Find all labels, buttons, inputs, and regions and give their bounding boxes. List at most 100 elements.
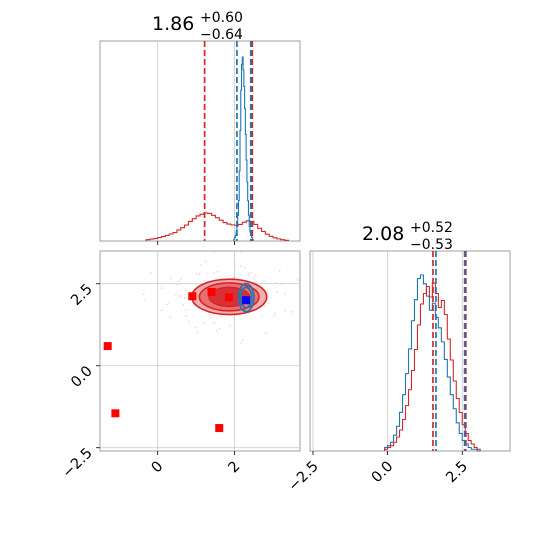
scatter-point xyxy=(184,315,187,317)
scatter-point xyxy=(183,296,186,299)
scatter-point xyxy=(143,299,146,302)
scatter-point xyxy=(195,273,198,276)
scatter-point xyxy=(276,291,279,294)
scatter-point xyxy=(184,288,187,291)
blue-histogram-1 xyxy=(233,56,254,241)
scatter-point xyxy=(179,295,182,298)
scatter-point xyxy=(297,279,300,281)
scatter-point xyxy=(213,250,216,253)
red-marker xyxy=(111,409,120,418)
red-marker xyxy=(207,287,216,296)
scatter-point xyxy=(240,251,243,253)
title-1-minus: −0.64 xyxy=(200,27,243,43)
y-tick-label: 2.5 xyxy=(68,281,96,309)
scatter-point xyxy=(169,277,172,280)
scatter-point xyxy=(273,314,276,317)
panel-frame xyxy=(309,250,511,452)
x-tick-label: −2.5 xyxy=(286,459,322,495)
scatter-point xyxy=(165,303,168,306)
title-2: 2.08 +0.52 −0.53 xyxy=(362,220,453,253)
scatter-point xyxy=(194,326,197,329)
blue-marker xyxy=(242,296,251,305)
scatter-point xyxy=(265,332,267,335)
scatter-point xyxy=(218,327,221,330)
scatter-point xyxy=(213,272,216,274)
scatter-point xyxy=(175,283,178,286)
scatter-point xyxy=(169,316,172,319)
blue-histogram-2 xyxy=(384,274,481,452)
x-tick-label: 0.0 xyxy=(369,459,397,487)
marginal-panel-1 xyxy=(99,40,301,242)
scatter-point xyxy=(209,314,212,317)
scatter-point xyxy=(161,287,163,290)
marginal-panel-2 xyxy=(309,250,511,452)
scatter-point xyxy=(167,301,170,304)
panel-frame xyxy=(99,250,301,452)
scatter-point xyxy=(202,280,205,282)
x-tick-label: 0 xyxy=(149,459,167,477)
scatter-point xyxy=(241,339,244,341)
scatter-point xyxy=(247,272,250,275)
red-marker xyxy=(103,342,112,351)
scatter-point xyxy=(229,324,231,327)
scatter-point xyxy=(274,312,277,315)
scatter-point xyxy=(233,262,236,264)
red-marker xyxy=(224,293,233,302)
x-tick-label: 2 xyxy=(226,459,244,477)
scatter-point xyxy=(196,331,199,334)
scatter-point xyxy=(284,292,287,295)
blue-contour xyxy=(239,286,253,309)
scatter-point xyxy=(284,310,287,312)
scatter-point xyxy=(252,276,255,279)
scatter-point xyxy=(184,309,187,312)
scatter-point xyxy=(200,264,202,266)
scatter-point xyxy=(274,282,277,284)
scatter-point xyxy=(254,274,257,277)
scatter-point xyxy=(142,293,145,296)
scatter-point xyxy=(206,272,209,275)
scatter-point xyxy=(215,329,218,332)
scatter-point xyxy=(280,282,283,285)
title-2-median: 2.08 xyxy=(362,223,404,245)
scatter-point xyxy=(213,321,215,324)
scatter-point xyxy=(198,272,201,275)
scatter-point xyxy=(267,302,270,305)
scatter-point xyxy=(244,266,247,269)
red-marker xyxy=(215,424,224,433)
scatter-point xyxy=(180,278,183,280)
scatter-point xyxy=(234,265,236,268)
title-1: 1.86 +0.60 −0.64 xyxy=(152,10,243,43)
scatter-point xyxy=(220,316,223,318)
scatter-point xyxy=(216,270,219,273)
scatter-point xyxy=(187,320,190,323)
scatter-point xyxy=(247,274,250,277)
title-1-plus: +0.60 xyxy=(200,10,243,26)
scatter-point xyxy=(239,265,242,268)
scatter-point xyxy=(177,280,180,283)
blue-contour xyxy=(237,282,255,313)
panel-frame xyxy=(99,40,301,242)
scatter-point xyxy=(210,316,212,319)
scatter-point xyxy=(233,276,236,279)
joint-panel xyxy=(99,250,301,452)
scatter-point xyxy=(204,260,207,263)
scatter-point xyxy=(263,280,265,283)
scatter-point xyxy=(240,342,243,345)
red-marker xyxy=(188,292,197,301)
scatter-point xyxy=(179,282,182,285)
y-tick-label: −2.5 xyxy=(60,445,96,481)
y-tick-label: 0.0 xyxy=(68,363,96,391)
scatter-point xyxy=(203,321,206,324)
red-histogram-1 xyxy=(145,212,290,241)
scatter-point xyxy=(278,270,281,272)
scatter-point xyxy=(150,272,152,274)
scatter-point xyxy=(291,311,293,313)
title-1-median: 1.86 xyxy=(152,13,194,35)
x-tick-label: 2.5 xyxy=(443,459,471,487)
scatter-point xyxy=(182,303,185,306)
scatter-point xyxy=(261,315,263,318)
title-2-plus: +0.52 xyxy=(410,220,453,236)
title-2-minus: −0.53 xyxy=(410,237,453,253)
scatter-point xyxy=(175,293,177,296)
